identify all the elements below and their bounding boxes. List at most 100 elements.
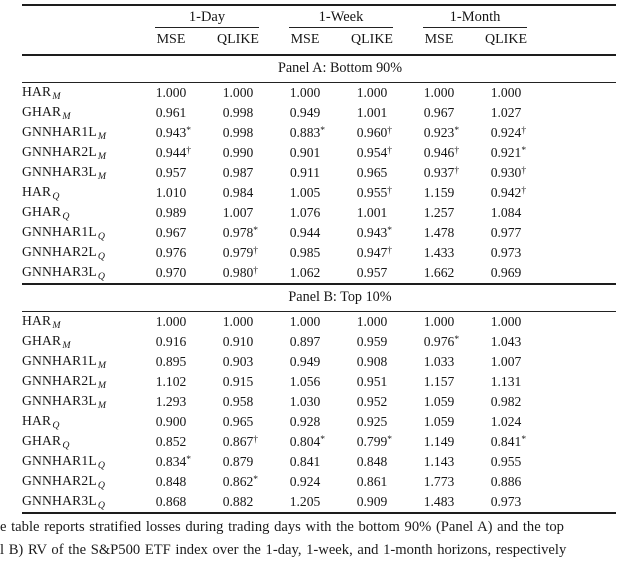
loss-ratio: 0.841 [491,434,522,449]
metric-value: 1.000 [140,83,202,104]
loss-ratio: 0.924 [491,125,522,140]
metric-value: 0.967 [408,103,470,123]
horizon-header-row: 1-Day 1-Week 1-Month [22,5,616,28]
loss-ratio: 1.159 [424,185,455,200]
loss-ratio: 0.969 [491,265,522,280]
loss-ratio: 1.483 [424,494,455,509]
metric-value: 0.867† [202,432,274,452]
model-base: HAR [22,184,51,199]
model-base: GNNHAR2L [22,144,97,159]
loss-ratio: 1.157 [424,374,455,389]
row-spacer-cell [542,123,616,143]
metric-value: 1.000 [274,83,336,104]
loss-ratio: 1.000 [424,314,455,329]
loss-ratio: 1.056 [290,374,321,389]
loss-ratio: 1.000 [290,85,321,100]
metric-value: 0.923* [408,123,470,143]
metric-value: 1.059 [408,412,470,432]
loss-ratio: 1.205 [290,494,321,509]
loss-ratio: 0.955 [491,454,522,469]
metric-value: 0.944† [140,143,202,163]
metric-value: 0.976* [408,332,470,352]
metric-value: 0.957 [336,263,408,284]
model-name: HARM [22,83,140,104]
loss-ratio: 0.915 [223,374,254,389]
metric-value: 0.949 [274,352,336,372]
loss-ratio: 0.862 [223,474,254,489]
metric-value: 0.952 [336,392,408,412]
metric-header-mse: MSE [408,28,470,55]
header-spacer-cell [22,28,140,55]
metric-value: 0.970 [140,263,202,284]
metric-value: 1.005 [274,183,336,203]
loss-ratio: 1.000 [156,314,187,329]
loss-ratio: 0.980 [223,265,254,280]
loss-ratio: 0.900 [156,414,187,429]
model-base: GHAR [22,433,61,448]
model-base: GHAR [22,104,61,119]
metric-value: 0.978* [202,223,274,243]
metric-value: 0.868 [140,492,202,513]
loss-ratio: 0.924 [290,474,321,489]
metric-value: 1.059 [408,392,470,412]
loss-ratio: 0.867 [223,434,254,449]
metric-value: 0.998 [202,103,274,123]
metric-value: 0.943* [336,223,408,243]
loss-ratio: 1.007 [491,354,522,369]
metric-value: 0.954† [336,143,408,163]
caption-line-2: l B) RV of the S&P500 ETF index over the… [0,539,640,561]
model-base: GNNHAR1L [22,353,97,368]
loss-ratio: 0.961 [156,105,187,120]
metric-value: 0.852 [140,432,202,452]
metric-value: 0.965 [336,163,408,183]
metric-value: 0.957 [140,163,202,183]
model-base: GNNHAR2L [22,473,97,488]
table-caption: e table reports stratified losses during… [0,516,640,561]
metric-value: 1.076 [274,203,336,223]
model-name: GNNHAR1LM [22,352,140,372]
loss-ratio: 0.951 [357,374,388,389]
loss-ratio: 0.979 [223,245,254,260]
row-spacer-cell [542,143,616,163]
metric-value: 0.987 [202,163,274,183]
model-subscript: Q [62,440,69,451]
model-name: GNNHAR1LQ [22,452,140,472]
model-subscript: M [62,111,70,122]
metric-value: 0.882 [202,492,274,513]
metric-value: 1.007 [202,203,274,223]
metric-value: 0.925 [336,412,408,432]
model-subscript: Q [98,460,105,471]
loss-ratio: 1.257 [424,205,455,220]
model-base: HAR [22,413,51,428]
model-subscript: Q [98,231,105,242]
metric-value: 0.886 [470,472,542,492]
metric-value: 0.965 [202,412,274,432]
model-subscript: Q [52,420,59,431]
metric-value: 0.879 [202,452,274,472]
metric-value: 0.998 [202,123,274,143]
metric-value: 1.773 [408,472,470,492]
loss-ratio: 0.957 [156,165,187,180]
loss-ratio: 0.954 [357,145,388,160]
loss-ratio: 0.947 [357,245,388,260]
metric-value: 1.043 [470,332,542,352]
loss-ratio: 0.916 [156,334,187,349]
model-subscript: M [98,380,106,391]
model-name: GNNHAR3LQ [22,492,140,513]
model-subscript: M [52,320,60,331]
metric-value: 1.149 [408,432,470,452]
model-base: GHAR [22,333,61,348]
loss-ratio: 0.976 [156,245,187,260]
model-name: GNNHAR3LQ [22,263,140,284]
header-spacer-cell [542,5,616,28]
loss-ratio: 0.930 [491,165,522,180]
loss-ratio: 1.000 [290,314,321,329]
col-group-1-month: 1-Month [408,5,542,28]
loss-ratio: 0.959 [357,334,388,349]
